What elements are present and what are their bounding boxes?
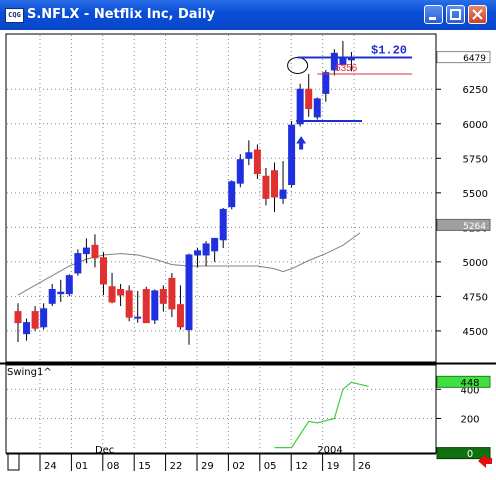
indicator-zero-box: [436, 447, 491, 460]
close-icon: [472, 9, 483, 20]
close-button[interactable]: [468, 5, 487, 24]
candle-body: [219, 208, 227, 241]
indicator-axis: 200 400: [436, 385, 480, 425]
candle-body: [279, 189, 287, 199]
price-tick-label: 6000: [463, 120, 488, 131]
app-icon[interactable]: CQG: [5, 8, 24, 23]
time-tick-label: 15: [138, 461, 151, 472]
annotations: $1.20 6356: [287, 43, 412, 150]
indicator-value-box: [436, 375, 491, 388]
candle-body: [142, 288, 150, 324]
candle-body: [313, 98, 321, 118]
candle-body: [339, 58, 347, 65]
indicator-panel: [5, 364, 437, 454]
price-tick-label: 5750: [463, 154, 488, 165]
candle-body: [40, 308, 48, 328]
time-tick-label: 26: [358, 461, 371, 472]
time-tick-label: 01: [75, 461, 88, 472]
candle-body: [262, 175, 270, 199]
candle-body: [117, 288, 125, 296]
candle-body: [305, 88, 313, 110]
candle-body: [245, 152, 253, 159]
candle-body: [125, 290, 133, 318]
time-tick-label: 19: [327, 461, 340, 472]
chart-area: 45004750500052505500575060006250 $1.20 6…: [0, 33, 496, 472]
indicator-tick-label: 200: [460, 414, 479, 425]
price-tick-label: 5000: [463, 258, 488, 269]
minimize-button[interactable]: [424, 5, 443, 24]
candle-body: [74, 253, 82, 274]
candle-body: [176, 304, 184, 328]
maximize-button[interactable]: [446, 5, 465, 24]
candle-body: [14, 311, 22, 324]
time-tick-label: 29: [201, 461, 214, 472]
candle-body: [100, 257, 107, 285]
candle-body: [330, 52, 338, 71]
time-tick-label: 12: [295, 461, 308, 472]
time-tick-label: 22: [170, 461, 183, 472]
candle-body: [168, 277, 176, 310]
candle-body: [159, 288, 167, 304]
candles: [14, 40, 355, 345]
candle-body: [134, 316, 142, 319]
price-tick-label: 6250: [463, 85, 488, 96]
candle-body: [194, 250, 202, 256]
window-title: S.NFLX - Netflix Inc, Daily: [27, 7, 215, 22]
month-label: 2004: [317, 445, 342, 456]
candle-body: [202, 243, 210, 256]
price-tick-label: 4750: [463, 292, 488, 303]
candle-body: [347, 58, 355, 61]
candle-body: [57, 291, 65, 295]
candle-body: [228, 181, 236, 208]
candle-body: [108, 286, 116, 303]
last-price-box: [436, 51, 491, 64]
time-tick-label: 08: [107, 461, 120, 472]
minimize-icon: [429, 17, 436, 20]
annotation-price-label: 6356: [335, 63, 358, 74]
time-tick-label: 05: [264, 461, 277, 472]
last-price-label: 6479: [463, 54, 486, 64]
candle-body: [23, 322, 31, 335]
candle-body: [271, 170, 278, 198]
candle-body: [211, 237, 219, 252]
scroll-handle[interactable]: [7, 453, 20, 471]
price-tick-label: 4500: [463, 327, 488, 338]
ma-value-label: 5264: [463, 222, 486, 232]
maximize-icon: [450, 9, 461, 20]
month-label: Dec: [95, 445, 114, 456]
candle-body: [48, 288, 56, 304]
candle-body: [322, 72, 330, 94]
candle-body: [253, 149, 261, 174]
candle-body: [91, 244, 99, 259]
candle-body: [65, 275, 73, 295]
annotation-target-label: $1.20: [371, 43, 407, 57]
time-axis: 24 01 08 15 22 29 02 05 12 19 26 Dec 2004: [6, 445, 436, 472]
time-tick-label: 24: [44, 461, 57, 472]
indicator-value-label: 448: [460, 378, 479, 389]
indicator-name: Swing1^: [7, 367, 52, 378]
candle-body: [236, 159, 244, 184]
scroll-left-arrow-icon[interactable]: [478, 454, 492, 468]
candle-body: [151, 290, 159, 321]
candle-body: [288, 124, 296, 186]
candle-body: [31, 311, 39, 329]
up-arrow-icon: [296, 136, 307, 150]
indicator-tick-label: 400: [460, 385, 479, 396]
candle-body: [185, 254, 193, 331]
price-tick-label: 5500: [463, 189, 488, 200]
time-tick-label: 02: [232, 461, 245, 472]
price-axis: 45004750500052505500575060006250: [436, 85, 488, 338]
ma-value-box: [436, 218, 491, 231]
indicator-zero-label: 0: [467, 449, 473, 460]
swing-indicator-line: [274, 381, 369, 449]
price-panel: [5, 33, 437, 363]
candle-body: [296, 88, 304, 125]
candle-body: [82, 247, 90, 255]
window-titlebar: CQG S.NFLX - Netflix Inc, Daily: [0, 0, 496, 30]
